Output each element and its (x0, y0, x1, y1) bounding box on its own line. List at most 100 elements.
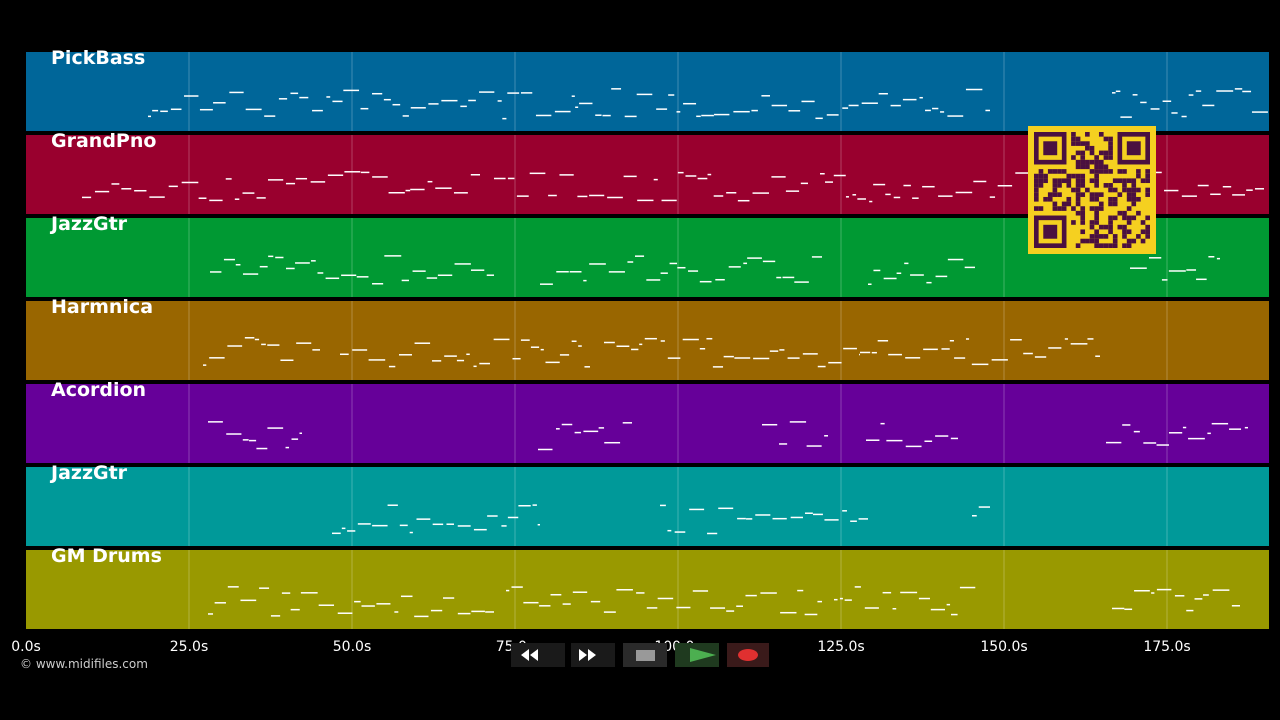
note (199, 108, 213, 111)
qr-module (1075, 173, 1081, 179)
note (1164, 189, 1179, 192)
note (410, 107, 426, 109)
note (198, 197, 207, 199)
note (264, 115, 276, 117)
note (295, 177, 308, 180)
qr-module (1052, 178, 1058, 184)
qr-module (1103, 234, 1109, 239)
qr-module (1038, 183, 1044, 188)
note (1095, 355, 1100, 357)
note (223, 258, 235, 261)
note (1188, 94, 1194, 96)
play-icon (690, 648, 716, 662)
note (1244, 426, 1248, 429)
note (904, 262, 909, 265)
qr-module (1108, 150, 1113, 156)
qr-module (1122, 210, 1127, 216)
note (360, 107, 369, 110)
note (1216, 90, 1234, 92)
qr-module (1108, 201, 1113, 207)
qr-module (1094, 220, 1099, 225)
note (400, 595, 413, 598)
qr-module (1126, 178, 1132, 184)
note (456, 359, 465, 362)
note (893, 196, 901, 199)
note (520, 92, 533, 94)
track-name: PickBass (51, 47, 145, 69)
note (388, 191, 405, 194)
note (751, 109, 758, 112)
note (1254, 188, 1264, 190)
qr-module (1034, 173, 1039, 179)
note (121, 188, 132, 190)
note (487, 515, 498, 517)
note (559, 174, 574, 176)
qr-module (1112, 238, 1118, 244)
note (545, 361, 560, 364)
note (1182, 426, 1187, 429)
note (285, 182, 296, 185)
qr-module (1094, 229, 1099, 235)
note (479, 91, 495, 93)
qr-module (1098, 132, 1104, 137)
note (149, 196, 165, 198)
note (924, 440, 933, 442)
note (507, 92, 520, 94)
qr-module (1126, 206, 1132, 211)
qr-module (1089, 238, 1095, 244)
qr-module (1112, 196, 1118, 202)
copyright: © www.midifiles.com (20, 657, 148, 671)
qr-module (1136, 210, 1141, 216)
qr-module (1108, 229, 1113, 235)
note (667, 529, 672, 532)
note (209, 199, 223, 202)
qr-module (1038, 173, 1044, 179)
note (954, 357, 966, 359)
note (1174, 595, 1185, 597)
qr-module (1126, 187, 1132, 193)
note (470, 269, 485, 271)
note (347, 530, 356, 532)
note (701, 114, 714, 117)
note (845, 196, 849, 198)
note (399, 524, 408, 527)
qr-module (1131, 192, 1137, 197)
note (677, 171, 684, 174)
note (905, 445, 922, 448)
note (1197, 184, 1209, 187)
note (941, 348, 950, 350)
note (485, 611, 494, 613)
qr-module (1145, 187, 1150, 193)
qr-module (1043, 178, 1048, 184)
note (341, 527, 346, 530)
note (864, 607, 879, 609)
qr-module (1103, 164, 1109, 170)
qr-module (1103, 224, 1109, 230)
note (714, 113, 730, 116)
note (800, 182, 808, 185)
qr-module (1034, 187, 1039, 193)
note (225, 178, 232, 180)
note (341, 274, 357, 277)
note (409, 531, 413, 534)
note (817, 365, 826, 368)
note (699, 280, 712, 283)
note (602, 114, 611, 117)
note (497, 100, 502, 102)
qr-module (1094, 238, 1099, 244)
note (734, 357, 751, 359)
note (249, 439, 257, 442)
note (656, 108, 668, 110)
note (978, 506, 990, 508)
note (555, 428, 560, 430)
note (598, 427, 605, 429)
record-icon (738, 649, 758, 661)
note (111, 183, 120, 185)
note (923, 348, 938, 351)
qr-module (1085, 187, 1090, 193)
notes (210, 255, 1220, 285)
note (254, 338, 260, 341)
note (688, 270, 699, 272)
note (446, 523, 454, 525)
